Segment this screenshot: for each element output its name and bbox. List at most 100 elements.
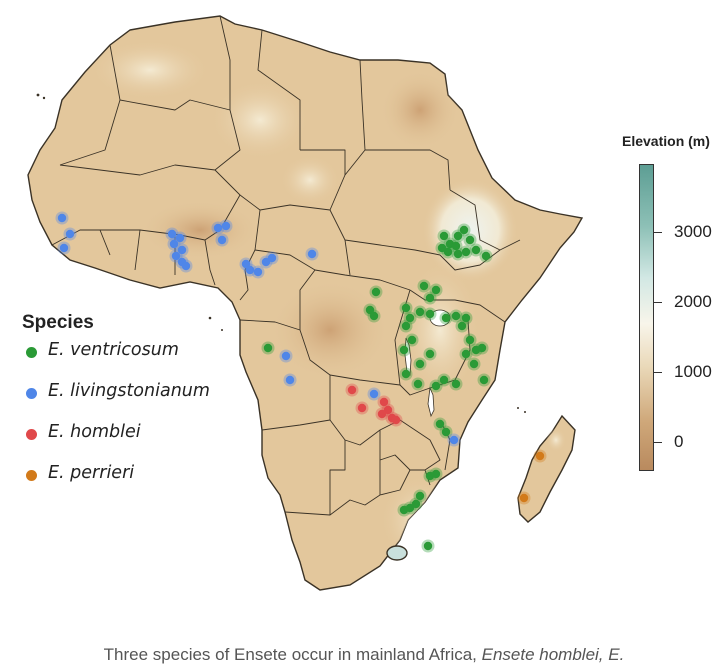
legend-title: Species [22, 312, 94, 333]
homblei-occurrence-point [379, 397, 389, 407]
caption-text: Three species of Ensete occur in mainlan… [103, 645, 482, 664]
ventricosum-occurrence-point [411, 499, 421, 509]
livingstonianum-occurrence-point [281, 351, 291, 361]
caption-italic-text: Ensete homblei, E. [481, 645, 625, 664]
perrieri-dot-icon [26, 470, 37, 481]
ventricosum-dot-icon [26, 347, 37, 358]
perrieri-occurrence-point [535, 451, 545, 461]
ventricosum-occurrence-point [459, 225, 469, 235]
elevation-colorbar [639, 164, 654, 471]
livingstonianum-occurrence-point [57, 213, 67, 223]
ventricosum-occurrence-point [405, 313, 415, 323]
livingstonianum-occurrence-point [253, 267, 263, 277]
ventricosum-occurrence-point [479, 375, 489, 385]
elevation-tick [654, 232, 662, 233]
homblei-occurrence-point [377, 409, 387, 419]
legend-label: E. homblei [48, 422, 141, 442]
ventricosum-occurrence-point [477, 343, 487, 353]
legend-item-perrieri: E. perrieri [22, 463, 134, 504]
ventricosum-occurrence-point [439, 375, 449, 385]
ventricosum-occurrence-point [425, 349, 435, 359]
ventricosum-occurrence-point [401, 321, 411, 331]
legend-item-homblei: E. homblei [22, 422, 141, 463]
species-legend: Species E. ventricosum E. livingstonianu… [22, 312, 210, 504]
livingstonianum-occurrence-point [449, 435, 459, 445]
ventricosum-occurrence-point [415, 307, 425, 317]
ventricosum-occurrence-point [461, 313, 471, 323]
elevation-tick-label: 0 [674, 432, 684, 451]
madagascar [517, 414, 576, 523]
ventricosum-occurrence-point [263, 343, 273, 353]
ventricosum-occurrence-point [431, 285, 441, 295]
livingstonianum-occurrence-point [171, 251, 181, 261]
livingstonianum-occurrence-point [241, 259, 251, 269]
lake-malawi [427, 386, 435, 418]
livingstonianum-occurrence-point [245, 265, 255, 275]
livingstonianum-occurrence-point [307, 249, 317, 259]
livingstonianum-occurrence-point [65, 229, 75, 239]
ventricosum-occurrence-point [399, 505, 409, 515]
ventricosum-occurrence-point [457, 321, 467, 331]
africa-distribution-map [27, 15, 584, 591]
ventricosum-occurrence-point [415, 359, 425, 369]
livingstonianum-occurrence-point [167, 229, 177, 239]
ventricosum-occurrence-point [471, 245, 481, 255]
ventricosum-occurrence-point [441, 313, 451, 323]
ventricosum-occurrence-point [453, 249, 463, 259]
elevation-scale-title: Elevation (m) [622, 133, 710, 149]
ventricosum-occurrence-point [413, 379, 423, 389]
country-borders [51, 15, 521, 516]
elevation-tick [654, 442, 662, 443]
homblei-occurrence-point [357, 403, 367, 413]
ventricosum-occurrence-point [461, 247, 471, 257]
ventricosum-occurrence-point [461, 349, 471, 359]
ventricosum-occurrence-point [453, 231, 463, 241]
lesotho [386, 545, 408, 561]
ventricosum-occurrence-point [407, 335, 417, 345]
ventricosum-occurrence-point [371, 287, 381, 297]
ventricosum-occurrence-point [401, 369, 411, 379]
livingstonianum-occurrence-point [217, 235, 227, 245]
ventricosum-occurrence-point [469, 359, 479, 369]
ventricosum-occurrence-point [423, 541, 433, 551]
ventricosum-occurrence-point [451, 379, 461, 389]
livingstonianum-occurrence-point [261, 257, 271, 267]
perrieri-occurrence-point [519, 493, 529, 503]
homblei-occurrence-point [383, 405, 393, 415]
ventricosum-occurrence-point [437, 243, 447, 253]
ventricosum-occurrence-point [451, 311, 461, 321]
ventricosum-occurrence-point [431, 469, 441, 479]
ventricosum-occurrence-point [369, 311, 379, 321]
homblei-dot-icon [26, 429, 37, 440]
livingstonianum-occurrence-point [221, 221, 231, 231]
ventricosum-occurrence-point [443, 247, 453, 257]
ventricosum-occurrence-point [365, 305, 375, 315]
legend-label: E. livingstonianum [48, 381, 210, 401]
elevation-tick [654, 372, 662, 373]
livingstonianum-occurrence-point [369, 389, 379, 399]
madagascar-highland [546, 428, 566, 452]
legend-label: E. ventricosum [48, 340, 179, 360]
ventricosum-occurrence-point [399, 345, 409, 355]
ventricosum-occurrence-point [439, 231, 449, 241]
ventricosum-occurrence-point [435, 419, 445, 429]
occurrence-points [55, 211, 547, 553]
livingstonianum-occurrence-point [175, 233, 185, 243]
legend-item-livingstonianum: E. livingstonianum [22, 381, 210, 422]
livingstonianum-occurrence-point [177, 245, 187, 255]
ventricosum-occurrence-point [481, 251, 491, 261]
elevation-tick-label: 2000 [674, 292, 712, 311]
small-islands [36, 93, 526, 413]
homblei-occurrence-point [347, 385, 357, 395]
livingstonianum-occurrence-point [181, 261, 191, 271]
elevation-tick-label: 3000 [674, 222, 712, 241]
livingstonianum-dot-icon [26, 388, 37, 399]
elevation-tick-label: 1000 [674, 362, 712, 381]
livingstonianum-occurrence-point [285, 375, 295, 385]
ventricosum-occurrence-point [425, 293, 435, 303]
legend-item-ventricosum: E. ventricosum [22, 340, 179, 381]
ventricosum-occurrence-point [431, 381, 441, 391]
ventricosum-occurrence-point [465, 335, 475, 345]
livingstonianum-occurrence-point [59, 243, 69, 253]
elevation-tick [654, 302, 662, 303]
